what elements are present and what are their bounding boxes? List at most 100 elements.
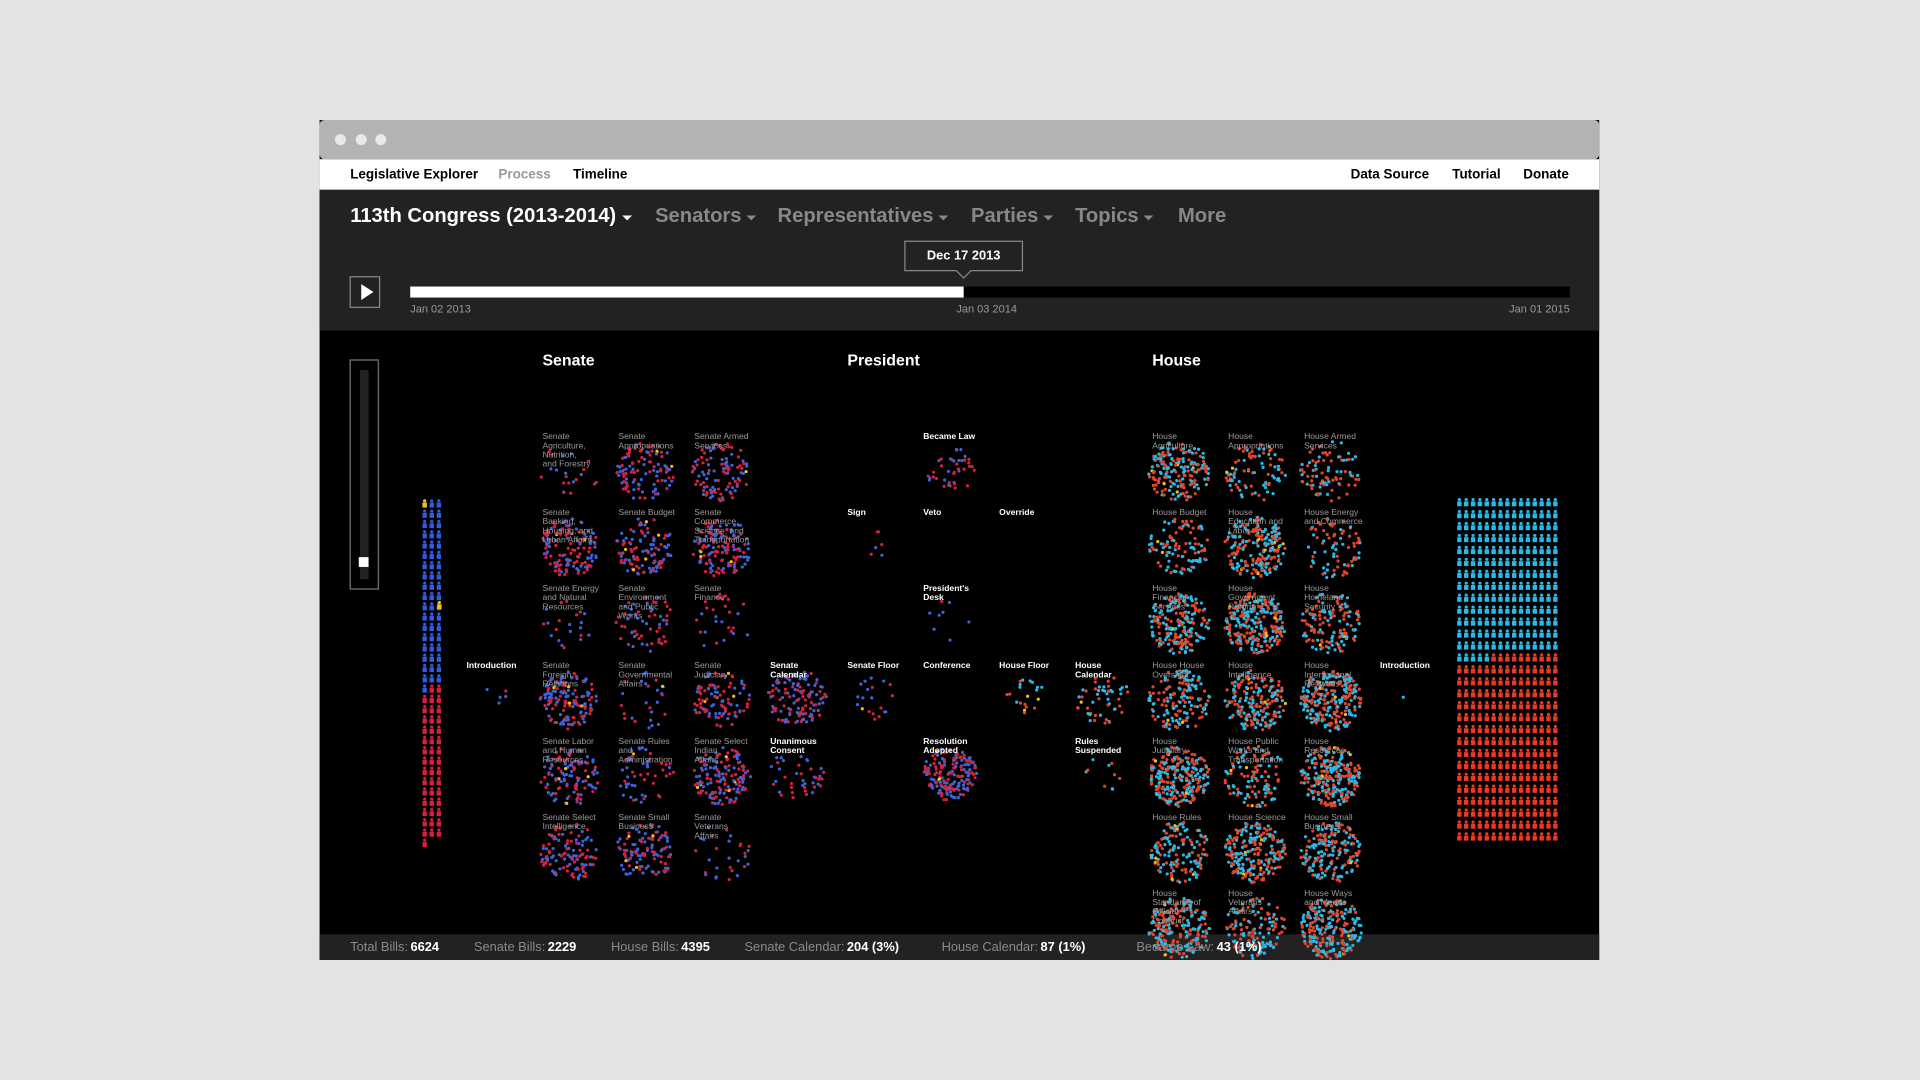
nav-link[interactable]: Legislative Explorer <box>350 167 479 182</box>
bill-dot <box>1248 697 1252 701</box>
bill-dot <box>1150 764 1154 768</box>
bill-dot <box>1169 462 1173 467</box>
bill-dot <box>566 853 570 857</box>
bill-dot <box>1189 910 1194 914</box>
bill-dot <box>1245 822 1249 826</box>
window-button[interactable] <box>375 134 387 146</box>
menu-item[interactable]: Parties <box>971 205 1038 227</box>
bill-dot <box>706 525 710 529</box>
bill-dot <box>566 839 570 843</box>
bill-dot <box>1246 774 1250 778</box>
bill-dot <box>1159 679 1163 684</box>
play-button[interactable] <box>349 276 381 308</box>
bill-dot <box>644 671 648 675</box>
bill-dot <box>1158 622 1162 626</box>
bill-dot <box>569 748 573 753</box>
bill-dot <box>668 468 672 472</box>
bill-dot <box>555 686 559 691</box>
nav-link[interactable]: Timeline <box>573 167 628 182</box>
bill-dot <box>639 773 643 777</box>
bill-dot <box>1191 778 1195 783</box>
bill-dot <box>1173 517 1177 521</box>
bill-dot <box>1244 539 1248 544</box>
window-button[interactable] <box>334 134 346 146</box>
bill-dot <box>1192 846 1197 850</box>
bill-dot <box>566 694 570 698</box>
bill-dot <box>1193 774 1198 778</box>
nav-link[interactable]: Data Source <box>1351 167 1430 182</box>
bill-dot <box>1184 791 1188 795</box>
bill-dot <box>1206 467 1211 471</box>
timeline-track[interactable] <box>410 286 1570 298</box>
bill-dot <box>1202 466 1206 470</box>
bill-dot <box>1247 539 1251 543</box>
bill-dot <box>1306 545 1311 549</box>
bill-dot <box>1162 528 1166 532</box>
bill-dot <box>1166 932 1170 936</box>
nav-link[interactable]: Donate <box>1523 167 1569 182</box>
bill-dot <box>1183 522 1187 526</box>
bill-dot <box>727 685 731 689</box>
bill-dot <box>569 763 574 767</box>
bill-dot <box>1307 787 1311 791</box>
bill-dot <box>1316 638 1320 642</box>
bill-dot <box>1249 832 1253 836</box>
bill-dot <box>703 689 707 693</box>
bill-dot <box>1174 463 1178 467</box>
bill-dot <box>705 458 709 462</box>
bill-dot <box>651 566 655 570</box>
bill-dot <box>1164 861 1169 865</box>
bill-dot <box>565 531 570 535</box>
bill-dot <box>1265 643 1269 648</box>
bill-dot <box>1174 859 1179 863</box>
bill-dot <box>614 620 618 624</box>
bill-dot <box>579 797 583 801</box>
bill-dot <box>1233 702 1237 706</box>
bill-dot <box>1317 797 1321 802</box>
bill-dot <box>539 780 543 784</box>
bill-dot <box>633 719 637 723</box>
bill-dot <box>1190 468 1194 472</box>
bill-dot <box>1181 926 1186 930</box>
bill-dot <box>1306 709 1310 713</box>
bill-dot <box>1178 880 1182 884</box>
bill-dot <box>1335 709 1339 714</box>
bill-dot <box>691 552 695 556</box>
bill-dot <box>1334 840 1338 844</box>
bill-dot <box>1262 447 1266 451</box>
bill-dot <box>1196 785 1201 789</box>
bill-dot <box>1330 759 1334 763</box>
bill-dot <box>728 490 732 494</box>
nav-link[interactable]: Tutorial <box>1452 167 1500 182</box>
nav-link[interactable]: Process <box>498 167 550 182</box>
bill-dot <box>695 618 699 622</box>
zoom-slider[interactable] <box>349 359 380 590</box>
menu-item[interactable]: Topics <box>1075 205 1139 227</box>
bill-dot <box>714 570 719 574</box>
bill-dot <box>571 715 575 720</box>
menu-item[interactable]: Senators <box>655 205 741 227</box>
bill-dot <box>627 864 631 868</box>
bill-dot <box>1251 770 1255 774</box>
bill-dot <box>1170 877 1174 881</box>
window-button[interactable] <box>355 134 367 146</box>
bill-dot <box>1192 621 1196 625</box>
bill-dot <box>557 832 561 836</box>
bill-dot <box>551 689 555 693</box>
bill-dot <box>1179 448 1183 452</box>
menu-item[interactable]: Representatives <box>778 205 934 227</box>
bill-dot <box>1187 610 1191 615</box>
bill-dot <box>1175 564 1179 568</box>
bill-dot <box>1329 721 1334 725</box>
bill-dot <box>1323 550 1327 554</box>
bill-dot <box>1224 476 1228 480</box>
bill-dot <box>562 490 566 495</box>
bill-dot <box>725 523 729 527</box>
bill-dot <box>1262 483 1266 487</box>
bill-dot <box>1225 479 1230 483</box>
zoom-handle[interactable] <box>358 557 369 567</box>
bill-dot <box>1357 538 1361 542</box>
congress-selector[interactable]: 113th Congress (2013-2014) <box>350 205 616 227</box>
bill-dot <box>1235 551 1239 555</box>
menu-item[interactable]: More <box>1178 205 1226 227</box>
